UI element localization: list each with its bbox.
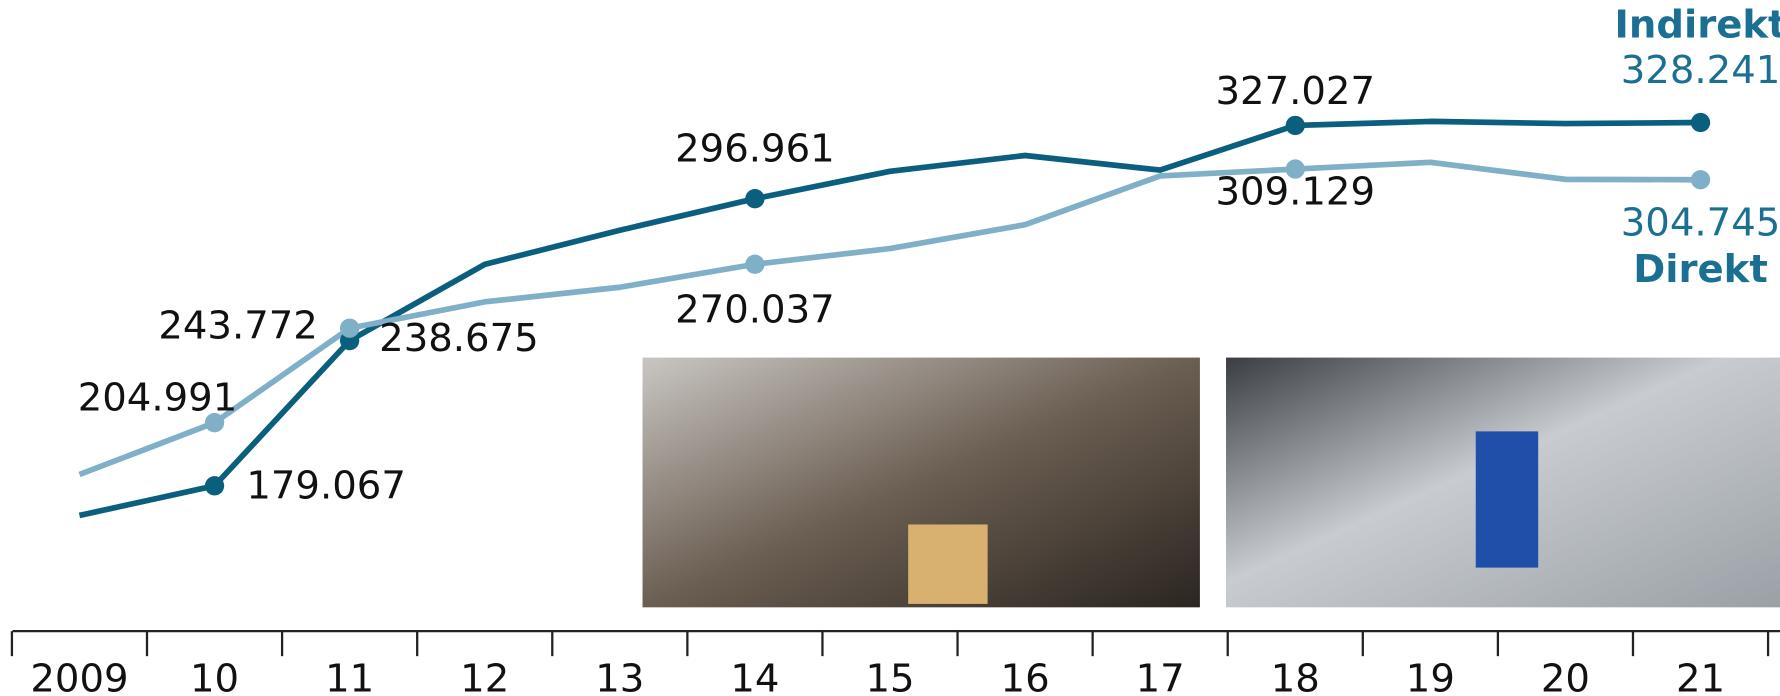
value-label: 238.675	[379, 316, 539, 361]
x-tick-label: 13	[595, 657, 644, 696]
x-tick-label: 12	[460, 657, 509, 696]
legend-label: Direkt	[1633, 247, 1768, 292]
value-label: 309.129	[1215, 170, 1375, 215]
x-tick-label: 15	[865, 657, 914, 696]
x-tick-label: 11	[325, 657, 374, 696]
photo-detail	[1476, 431, 1538, 567]
legend-label: Indirekt	[1615, 3, 1780, 48]
x-tick-label: 19	[1406, 657, 1455, 696]
x-tick-label: 20	[1541, 657, 1590, 696]
plot: 2009 10 11 12 13 14 15 16 17 18 19 20 21 179.067 238.6…	[12, 3, 1780, 696]
x-tick-label: 17	[1136, 657, 1185, 696]
photo-detail	[908, 524, 987, 603]
x-tick-label: 14	[730, 657, 779, 696]
chart: 2009 10 11 12 13 14 15 16 17 18 19 20 21 179.067 238.6…	[0, 0, 1780, 696]
value-label: 270.037	[675, 287, 835, 332]
point	[745, 255, 764, 274]
point	[1286, 116, 1305, 135]
value-label: 328.241	[1621, 48, 1780, 93]
x-tick-label: 18	[1271, 657, 1320, 696]
x-tick-label: 21	[1676, 657, 1725, 696]
x-tick-label: 10	[190, 657, 239, 696]
value-label: 327.027	[1215, 69, 1375, 114]
value-label: 179.067	[246, 464, 406, 509]
value-label: 243.772	[158, 304, 318, 349]
point	[1691, 113, 1710, 132]
value-label: 296.961	[675, 127, 835, 172]
point	[745, 189, 764, 208]
x-tick-label: 16	[1001, 657, 1050, 696]
value-label: 204.991	[78, 375, 238, 420]
value-label: 304.745	[1621, 201, 1780, 246]
x-tick-label: 2009	[30, 657, 128, 696]
point	[205, 476, 224, 495]
point	[340, 319, 359, 338]
point	[1691, 170, 1710, 189]
